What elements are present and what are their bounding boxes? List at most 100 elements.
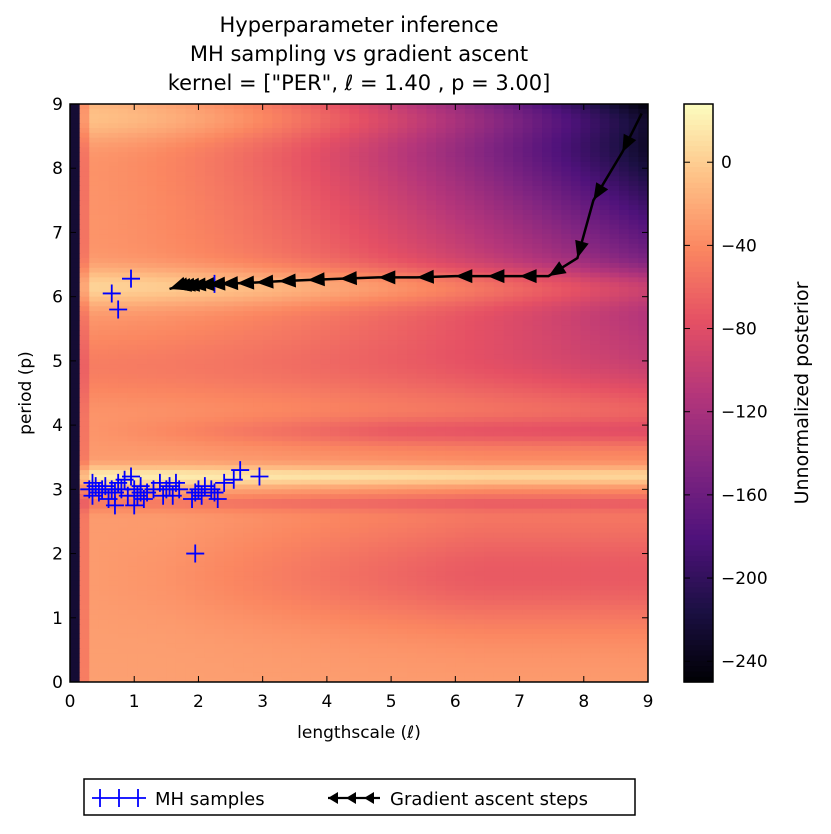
heatmap-cell: [330, 498, 341, 505]
heatmap-cell: [609, 393, 620, 399]
heatmap-cell: [118, 132, 129, 139]
heatmap-cell: [156, 108, 167, 115]
heatmap-cell: [108, 455, 119, 462]
heatmap-cell: [474, 344, 485, 351]
heatmap-cell: [455, 185, 466, 192]
heatmap-cell: [291, 248, 302, 254]
heatmap-cell: [416, 344, 428, 351]
heatmap-cell: [253, 147, 264, 153]
heatmap-cell: [513, 277, 524, 283]
heatmap-cell: [368, 267, 379, 274]
heatmap-cell: [253, 234, 264, 240]
heatmap-cell: [407, 209, 418, 216]
heatmap-cell: [638, 465, 648, 471]
heatmap-cell: [79, 397, 90, 404]
heatmap-cell: [156, 340, 167, 346]
heatmap-cell: [156, 412, 167, 418]
heatmap-cell: [513, 118, 524, 124]
heatmap-cell: [599, 417, 611, 423]
heatmap-cell: [214, 431, 225, 437]
heatmap-cell: [619, 412, 630, 418]
heatmap-cell: [204, 378, 216, 384]
heatmap-cell: [397, 267, 408, 274]
heatmap-cell: [79, 123, 90, 129]
heatmap-cell: [464, 349, 476, 356]
heatmap-cell: [320, 171, 331, 177]
heatmap-cell: [503, 484, 514, 490]
heatmap-cell: [243, 272, 254, 278]
heatmap-cell: [599, 195, 611, 201]
heatmap-cell: [253, 368, 264, 375]
heatmap-cell: [147, 421, 158, 428]
heatmap-cell: [272, 195, 283, 201]
heatmap-cell: [532, 315, 543, 322]
heatmap-cell: [503, 393, 514, 399]
heatmap-cell: [127, 368, 139, 375]
heatmap-cell: [359, 287, 370, 293]
heatmap-cell: [445, 205, 456, 211]
heatmap-cell: [599, 402, 611, 409]
heatmap-cell: [272, 234, 283, 240]
heatmap-cell: [484, 315, 495, 322]
heatmap-cell: [580, 397, 591, 404]
heatmap-cell: [522, 445, 533, 452]
heatmap-cell: [79, 200, 90, 206]
heatmap-cell: [378, 181, 389, 187]
heatmap-cell: [436, 272, 447, 278]
heatmap-cell: [484, 450, 495, 457]
heatmap-cell: [243, 325, 254, 331]
heatmap-cell: [580, 344, 591, 351]
heatmap-cell: [233, 277, 244, 283]
heatmap-cell: [156, 470, 167, 476]
heatmap-cell: [195, 436, 206, 442]
heatmap-cell: [195, 200, 206, 206]
heatmap-cell: [619, 291, 630, 298]
heatmap-cell: [474, 498, 485, 505]
heatmap-cell: [118, 441, 129, 447]
heatmap-cell: [330, 460, 341, 466]
heatmap-cell: [349, 181, 360, 187]
heatmap-cell: [204, 229, 216, 235]
heatmap-cell: [233, 282, 244, 288]
heatmap-cell: [175, 402, 187, 409]
heatmap-cell: [445, 287, 456, 293]
heatmap-cell: [118, 253, 129, 259]
heatmap-cell: [378, 291, 389, 298]
heatmap-cell: [570, 426, 582, 433]
heatmap-cell: [224, 436, 235, 442]
heatmap-cell: [436, 243, 447, 250]
heatmap-cell: [570, 142, 582, 148]
heatmap-cell: [127, 123, 139, 129]
heatmap-cell: [204, 373, 216, 380]
heatmap-cell: [407, 383, 418, 389]
heatmap-cell: [619, 229, 630, 235]
heatmap-cell: [195, 393, 206, 399]
heatmap-cell: [137, 445, 148, 452]
heatmap-cell: [166, 123, 177, 129]
heatmap-cell: [291, 253, 302, 259]
heatmap-cell: [436, 258, 447, 264]
heatmap-cell: [272, 450, 283, 457]
heatmap-cell: [532, 229, 543, 235]
heatmap-cell: [233, 421, 244, 428]
heatmap-cell: [359, 282, 370, 288]
heatmap-cell: [474, 383, 485, 389]
heatmap-cell: [416, 393, 428, 399]
heatmap-cell: [542, 219, 553, 226]
heatmap-cell: [118, 277, 129, 283]
heatmap-cell: [474, 108, 485, 115]
heatmap-cell: [493, 412, 505, 418]
heatmap-cell: [522, 484, 533, 490]
heatmap-cell: [243, 407, 254, 413]
heatmap-cell: [310, 489, 322, 495]
heatmap-cell: [464, 378, 476, 384]
heatmap-cell: [320, 137, 331, 144]
heatmap-cell: [272, 393, 283, 399]
heatmap-cell: [262, 320, 273, 327]
heatmap-cell: [253, 340, 264, 346]
heatmap-cell: [416, 335, 428, 341]
heatmap-cell: [147, 417, 158, 423]
heatmap-cell: [426, 484, 437, 490]
heatmap-cell: [118, 282, 129, 288]
heatmap-cell: [70, 166, 81, 173]
